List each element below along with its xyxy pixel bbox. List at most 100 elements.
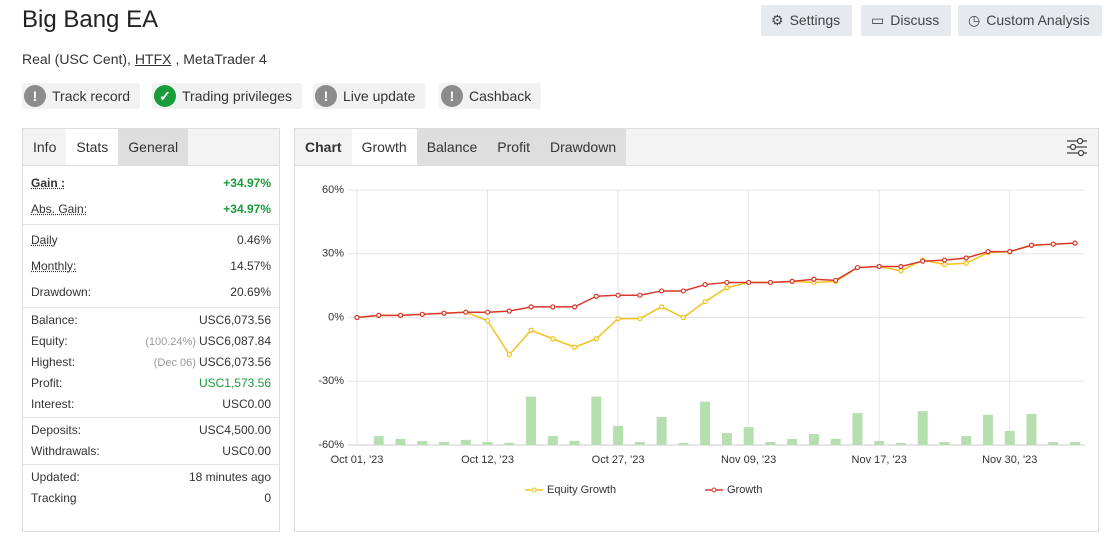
button-label: Settings	[789, 12, 841, 28]
bar	[395, 438, 406, 445]
chart-panel: Chart Growth Balance Profit Drawdown	[294, 128, 1099, 532]
stats-value-text: USC0.00	[222, 444, 271, 458]
stats-label: Profit:	[31, 376, 63, 390]
point	[550, 304, 556, 310]
header-button[interactable]: ▭ Discuss	[861, 5, 952, 36]
bar	[982, 414, 993, 445]
stats-value: USC0.00	[222, 441, 271, 462]
header-button[interactable]: ◷ Custom Analysis	[958, 5, 1102, 36]
bar	[808, 434, 819, 445]
stats-note: (Dec 06)	[153, 357, 196, 369]
stats-value: 18 minutes ago	[189, 467, 271, 488]
point	[941, 257, 948, 263]
button-icon: ◷	[968, 12, 981, 28]
stats-label: Balance:	[31, 313, 78, 327]
filter-icon[interactable]	[1066, 136, 1088, 158]
point	[724, 279, 730, 286]
status-badge: ! Cashback	[439, 83, 542, 109]
stats-value: (Dec 06) USC6,073.56	[154, 352, 271, 373]
stats-value-text: +34.97%	[223, 202, 271, 216]
point	[463, 309, 469, 315]
stats-group: Balance: USC6,073.56 Equity: (100.24%) USC6,…	[23, 308, 279, 418]
stats-value: +34.97%	[223, 170, 271, 196]
stats-row: Highest: (Dec 06) USC6,073.56	[23, 352, 279, 373]
bar	[1004, 430, 1015, 445]
stats-row: Deposits: USC4,500.00	[23, 420, 279, 441]
stats-row: Abs. Gain: +34.97%	[23, 196, 279, 222]
stats-group: Daily 0.46% Monthly: 14.57% Drawdown: 20.69%	[23, 225, 279, 308]
tab[interactable]: Growth	[351, 129, 417, 165]
point	[680, 288, 686, 294]
point	[571, 344, 578, 350]
bar	[1026, 413, 1037, 445]
button-label: Discuss	[890, 12, 940, 28]
broker-link[interactable]: HTFX	[134, 51, 172, 67]
stats-row: Drawdown: 20.69%	[23, 279, 279, 305]
badge-icon: !	[441, 85, 463, 107]
stats-row: Balance: USC6,073.56	[23, 310, 279, 331]
stats-panel: Info Stats General Gain : +34.97% Abs. Gain:…	[22, 128, 280, 532]
stats-label: Tracking	[31, 491, 77, 505]
stats-value-text: 0	[264, 491, 271, 505]
point	[615, 315, 621, 322]
point	[789, 278, 795, 284]
tab[interactable]: Chart	[305, 139, 342, 155]
stats-row: Interest: USC0.00	[23, 394, 279, 415]
account-line: Real (USC Cent), HTFX, MetaTrader 4	[22, 51, 267, 67]
point	[854, 264, 861, 271]
button-label: Custom Analysis	[986, 12, 1090, 28]
point	[441, 310, 447, 316]
button-icon: ▭	[871, 12, 885, 28]
tab[interactable]: Stats	[66, 129, 119, 165]
stats-value: USC0.00	[222, 394, 271, 415]
status-badge: ! Track record	[22, 83, 141, 109]
y-tick-label: 30%	[322, 248, 344, 260]
point	[833, 277, 839, 283]
point	[659, 304, 665, 310]
tab[interactable]: Info	[33, 139, 57, 155]
stats-label: Abs. Gain:	[31, 202, 88, 216]
stats-group: Deposits: USC4,500.00 Withdrawals: USC0.00	[23, 418, 279, 465]
stats-value: USC1,573.56	[199, 373, 271, 394]
tab[interactable]: General	[118, 129, 189, 165]
bar	[482, 441, 493, 445]
header-button[interactable]: ⚙ Settings	[761, 5, 853, 36]
y-tick-label: -30%	[318, 375, 344, 387]
badge-icon: !	[24, 85, 46, 107]
bar	[656, 416, 667, 445]
legend-label: Growth	[727, 484, 762, 496]
tab[interactable]: Balance	[416, 129, 488, 165]
point	[680, 314, 686, 321]
line-series	[356, 242, 1076, 356]
point	[985, 249, 991, 255]
bar	[634, 441, 645, 445]
stats-value: (100.24%) USC6,087.84	[145, 331, 271, 352]
stats-label: Highest:	[31, 355, 76, 369]
stats-value: 0.46%	[237, 227, 271, 253]
bar	[373, 436, 384, 445]
stats-value-text: 20.69%	[230, 285, 271, 299]
stats-value-text: USC6,073.56	[198, 355, 271, 369]
stats-value-text: 18 minutes ago	[188, 470, 271, 484]
stats-value-text: USC4,500.00	[198, 423, 271, 437]
stats-row: Withdrawals: USC0.00	[23, 441, 279, 462]
point	[1028, 242, 1035, 248]
badge-label: Trading privileges	[182, 88, 292, 104]
bar	[830, 438, 841, 445]
point	[419, 311, 425, 317]
tab[interactable]: Profit	[487, 129, 540, 165]
point	[571, 304, 578, 310]
bar	[569, 440, 580, 445]
point	[963, 260, 969, 266]
point	[659, 288, 665, 294]
stats-row: Daily 0.46%	[23, 227, 279, 253]
page-title: Big Bang EA	[22, 6, 159, 33]
point	[767, 279, 773, 286]
point	[920, 258, 926, 264]
y-tick-label: 0%	[328, 311, 344, 323]
stats-value-text: 14.57%	[230, 259, 271, 273]
bar	[613, 425, 624, 445]
tab[interactable]: Drawdown	[539, 129, 627, 165]
x-tick-label: Oct 12, '23	[461, 454, 514, 466]
